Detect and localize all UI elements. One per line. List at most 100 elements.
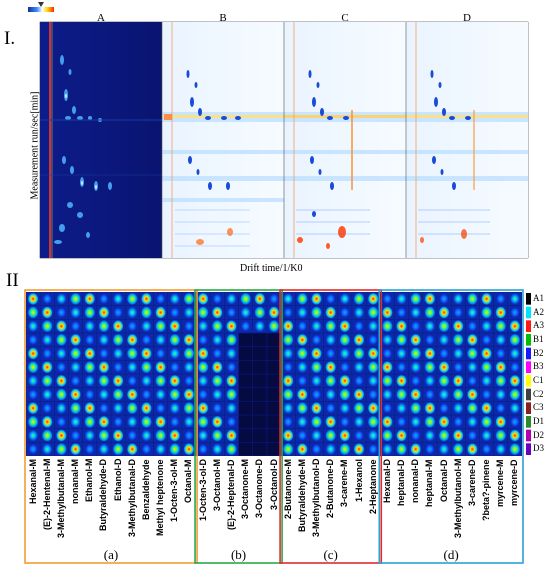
compound-label: heptanal-D bbox=[396, 459, 407, 506]
fingerprint-spot bbox=[155, 361, 166, 373]
fingerprint-spot bbox=[183, 429, 195, 442]
fingerprint-spot bbox=[438, 347, 450, 360]
fingerprint-spot bbox=[396, 429, 407, 442]
fingerprint-spot bbox=[56, 443, 67, 455]
fingerprint-spot bbox=[382, 416, 393, 428]
fingerprint-spot bbox=[169, 306, 180, 319]
legend-label: B2 bbox=[533, 347, 544, 358]
fingerprint-spot bbox=[495, 402, 506, 414]
fingerprint-spot bbox=[127, 361, 138, 373]
fingerprint-spot bbox=[410, 375, 421, 387]
fingerprint-spot bbox=[481, 320, 492, 332]
fingerprint-spot bbox=[113, 416, 124, 428]
fingerprint-spot bbox=[226, 361, 237, 373]
fingerprint-spot bbox=[141, 443, 152, 455]
fingerprint-spot bbox=[283, 293, 294, 305]
fingerprint-spot bbox=[56, 375, 67, 387]
group-letter: (c) bbox=[323, 547, 338, 562]
fingerprint-cell bbox=[253, 374, 267, 388]
fingerprint-spot bbox=[141, 334, 152, 346]
fingerprint-spot bbox=[339, 429, 350, 442]
fingerprint-spot bbox=[339, 388, 350, 401]
compound-label: 3-Methylbutanol-M bbox=[452, 459, 463, 539]
fingerprint-spot bbox=[56, 429, 67, 442]
fingerprint-cell bbox=[238, 387, 253, 402]
fingerprint-spot bbox=[169, 293, 180, 305]
fingerprint-spot bbox=[297, 306, 308, 319]
fingerprint-spot bbox=[467, 306, 478, 319]
fingerprint-spot bbox=[368, 293, 379, 305]
fingerprint-spot bbox=[27, 347, 39, 360]
fingerprint-spot bbox=[481, 306, 492, 319]
fingerprint-spot bbox=[283, 375, 294, 387]
fingerprint-spot bbox=[467, 293, 478, 305]
fingerprint-spot bbox=[113, 320, 124, 332]
fingerprint-cell bbox=[253, 415, 267, 429]
fingerprint-spot bbox=[467, 443, 478, 455]
fingerprint-spot bbox=[410, 429, 421, 442]
fingerprint-spot bbox=[98, 388, 110, 401]
fingerprint-spot bbox=[268, 320, 280, 332]
legend-label: A3 bbox=[533, 320, 544, 331]
fingerprint-cell bbox=[238, 442, 253, 456]
fingerprint-spot bbox=[42, 416, 53, 428]
compound-label: 2-Heptanone bbox=[367, 459, 378, 514]
fingerprint-spot bbox=[98, 429, 110, 442]
fingerprint-spot bbox=[169, 361, 180, 373]
fingerprint-spot bbox=[339, 320, 350, 332]
fingerprint-spot bbox=[169, 429, 180, 442]
fingerprint-spot bbox=[481, 429, 492, 442]
fingerprint-spot bbox=[226, 388, 237, 401]
fingerprint-spot bbox=[509, 416, 521, 428]
legend-swatch bbox=[526, 416, 531, 428]
fingerprint-spot bbox=[339, 416, 350, 428]
fingerprint-spot bbox=[396, 416, 407, 428]
fingerprint-spot bbox=[467, 388, 478, 401]
fingerprint-spot bbox=[155, 293, 166, 305]
fingerprint-spot bbox=[113, 375, 124, 387]
fingerprint-spot bbox=[127, 293, 138, 305]
fingerprint-spot bbox=[382, 347, 393, 360]
fingerprint-spot bbox=[84, 347, 95, 360]
fingerprint-spot bbox=[84, 334, 95, 346]
compound-label: 2-Butanone-D bbox=[325, 459, 336, 518]
fingerprint-spot bbox=[70, 361, 81, 373]
fingerprint-spot bbox=[481, 293, 492, 305]
fingerprint-spot bbox=[481, 334, 492, 346]
fingerprint-spot bbox=[212, 375, 223, 387]
compound-label: myrcene-D bbox=[509, 459, 520, 506]
fingerprint-cell bbox=[253, 346, 267, 361]
fingerprint-spot bbox=[42, 361, 53, 373]
legend-label: A1 bbox=[533, 293, 544, 303]
fingerprint-spot bbox=[495, 416, 506, 428]
fingerprint-spot bbox=[283, 429, 294, 442]
compound-label: (E)-2-Heptenal-D bbox=[225, 459, 236, 530]
fingerprint-spot bbox=[424, 429, 435, 442]
fingerprint-spot bbox=[353, 388, 365, 401]
fingerprint-spot bbox=[198, 429, 209, 442]
compound-label: myrcene-M bbox=[495, 459, 506, 507]
fingerprint-spot bbox=[127, 429, 138, 442]
fingerprint-spot bbox=[42, 429, 53, 442]
fingerprint-spot bbox=[509, 320, 521, 332]
fingerprint-spot bbox=[467, 320, 478, 332]
fingerprint-spot bbox=[226, 293, 237, 305]
legend-swatch bbox=[526, 334, 531, 346]
fingerprint-spot bbox=[396, 375, 407, 387]
compound-label: heptanal-M bbox=[424, 459, 435, 507]
fingerprint-spot bbox=[84, 443, 95, 455]
fingerprint-spot bbox=[127, 443, 138, 455]
fingerprint-spot bbox=[70, 293, 81, 305]
fingerprint-spot bbox=[127, 320, 138, 332]
fingerprint-spot bbox=[382, 443, 393, 455]
fingerprint-spot bbox=[424, 361, 435, 373]
compound-label: Octanal-D bbox=[438, 459, 449, 502]
compound-label: Octanal-M bbox=[183, 459, 194, 503]
fingerprint-spot bbox=[311, 293, 322, 305]
fingerprint-spot bbox=[339, 293, 350, 305]
fingerprint-spot bbox=[424, 347, 435, 360]
fingerprint-spot bbox=[481, 443, 492, 455]
fingerprint-spot bbox=[98, 293, 110, 305]
fingerprint-spot bbox=[198, 334, 209, 346]
